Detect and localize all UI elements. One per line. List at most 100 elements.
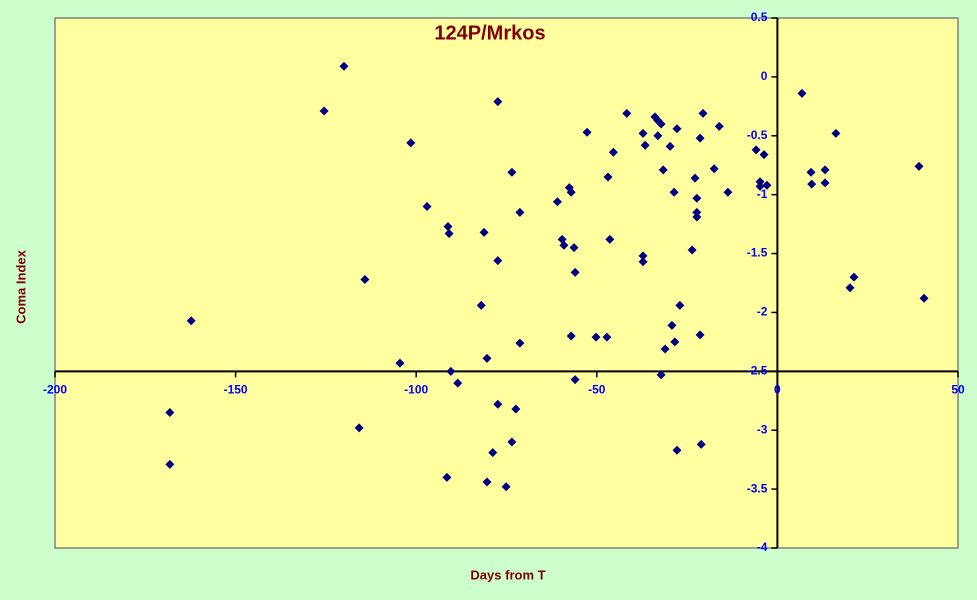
point [762, 180, 772, 190]
point [552, 197, 562, 207]
point [493, 256, 503, 266]
point [165, 408, 175, 418]
y-tick-label: 0.5 [751, 10, 768, 24]
point [186, 316, 196, 326]
point [638, 251, 648, 261]
y-tick-label: -4 [757, 540, 768, 554]
point [797, 88, 807, 98]
point [566, 331, 576, 341]
x-tick-label: -50 [588, 383, 606, 397]
x-tick-label: -200 [43, 383, 67, 397]
point [406, 138, 416, 148]
point [672, 124, 682, 134]
point [515, 338, 525, 348]
point [582, 127, 592, 137]
point [692, 212, 702, 222]
point [692, 193, 702, 203]
point [695, 330, 705, 340]
point [672, 445, 682, 455]
point [658, 165, 668, 175]
point [566, 187, 576, 197]
point [165, 459, 175, 469]
point [695, 133, 705, 143]
point [501, 482, 511, 492]
x-tick-label: 0 [774, 383, 781, 397]
point [453, 378, 463, 388]
point [482, 353, 492, 363]
point [319, 106, 329, 116]
y-tick-label: -0.5 [747, 128, 768, 142]
point [570, 375, 580, 385]
point [807, 179, 817, 189]
point [759, 150, 769, 160]
point [660, 344, 670, 354]
point [849, 272, 859, 282]
point [559, 240, 569, 250]
point [605, 234, 615, 244]
point [709, 164, 719, 174]
point [687, 245, 697, 255]
y-tick-label: -3.5 [747, 481, 768, 495]
point [698, 108, 708, 118]
point [755, 177, 765, 187]
point [511, 404, 521, 414]
point [914, 161, 924, 171]
point [656, 370, 666, 380]
chart-title: 124P/Mrkos [434, 22, 545, 44]
point [751, 145, 761, 155]
point [476, 300, 486, 310]
plot-area [54, 17, 959, 549]
point [354, 423, 364, 433]
point [507, 167, 517, 177]
point [339, 61, 349, 71]
point [608, 147, 618, 157]
point [755, 181, 765, 191]
point [820, 165, 830, 175]
y-tick-label: -2.5 [747, 364, 768, 378]
x-tick-label: -100 [404, 383, 428, 397]
point [422, 201, 432, 211]
point [591, 332, 601, 342]
y-tick-label: -1 [757, 187, 768, 201]
point [603, 172, 613, 182]
point [479, 227, 489, 237]
point [665, 141, 675, 151]
point [622, 108, 632, 118]
point [653, 131, 663, 141]
point [488, 448, 498, 458]
y-tick-label: 0 [761, 69, 768, 83]
point [669, 187, 679, 197]
point [831, 128, 841, 138]
point [515, 207, 525, 217]
point [692, 207, 702, 217]
point [569, 243, 579, 253]
point [507, 437, 517, 447]
point [675, 300, 685, 310]
y-tick-label: -2 [757, 305, 768, 319]
x-tick-label: 50 [951, 383, 965, 397]
point [360, 274, 370, 284]
x-tick-label: -150 [224, 383, 248, 397]
point [640, 140, 650, 150]
y-tick-label: -1.5 [747, 246, 768, 260]
point [820, 178, 830, 188]
point [690, 173, 700, 183]
point [696, 439, 706, 449]
point [493, 97, 503, 107]
point [444, 229, 454, 239]
point [443, 221, 453, 231]
point [670, 337, 680, 347]
point [845, 283, 855, 293]
point [806, 167, 816, 177]
y-tick-label: -3 [757, 422, 768, 436]
point [656, 119, 666, 129]
point [667, 320, 677, 330]
point [442, 472, 452, 482]
point [493, 399, 503, 409]
point [919, 293, 929, 303]
point [446, 366, 456, 376]
y-axis-label: Coma Index [13, 249, 28, 323]
point [714, 121, 724, 131]
point [723, 187, 733, 197]
